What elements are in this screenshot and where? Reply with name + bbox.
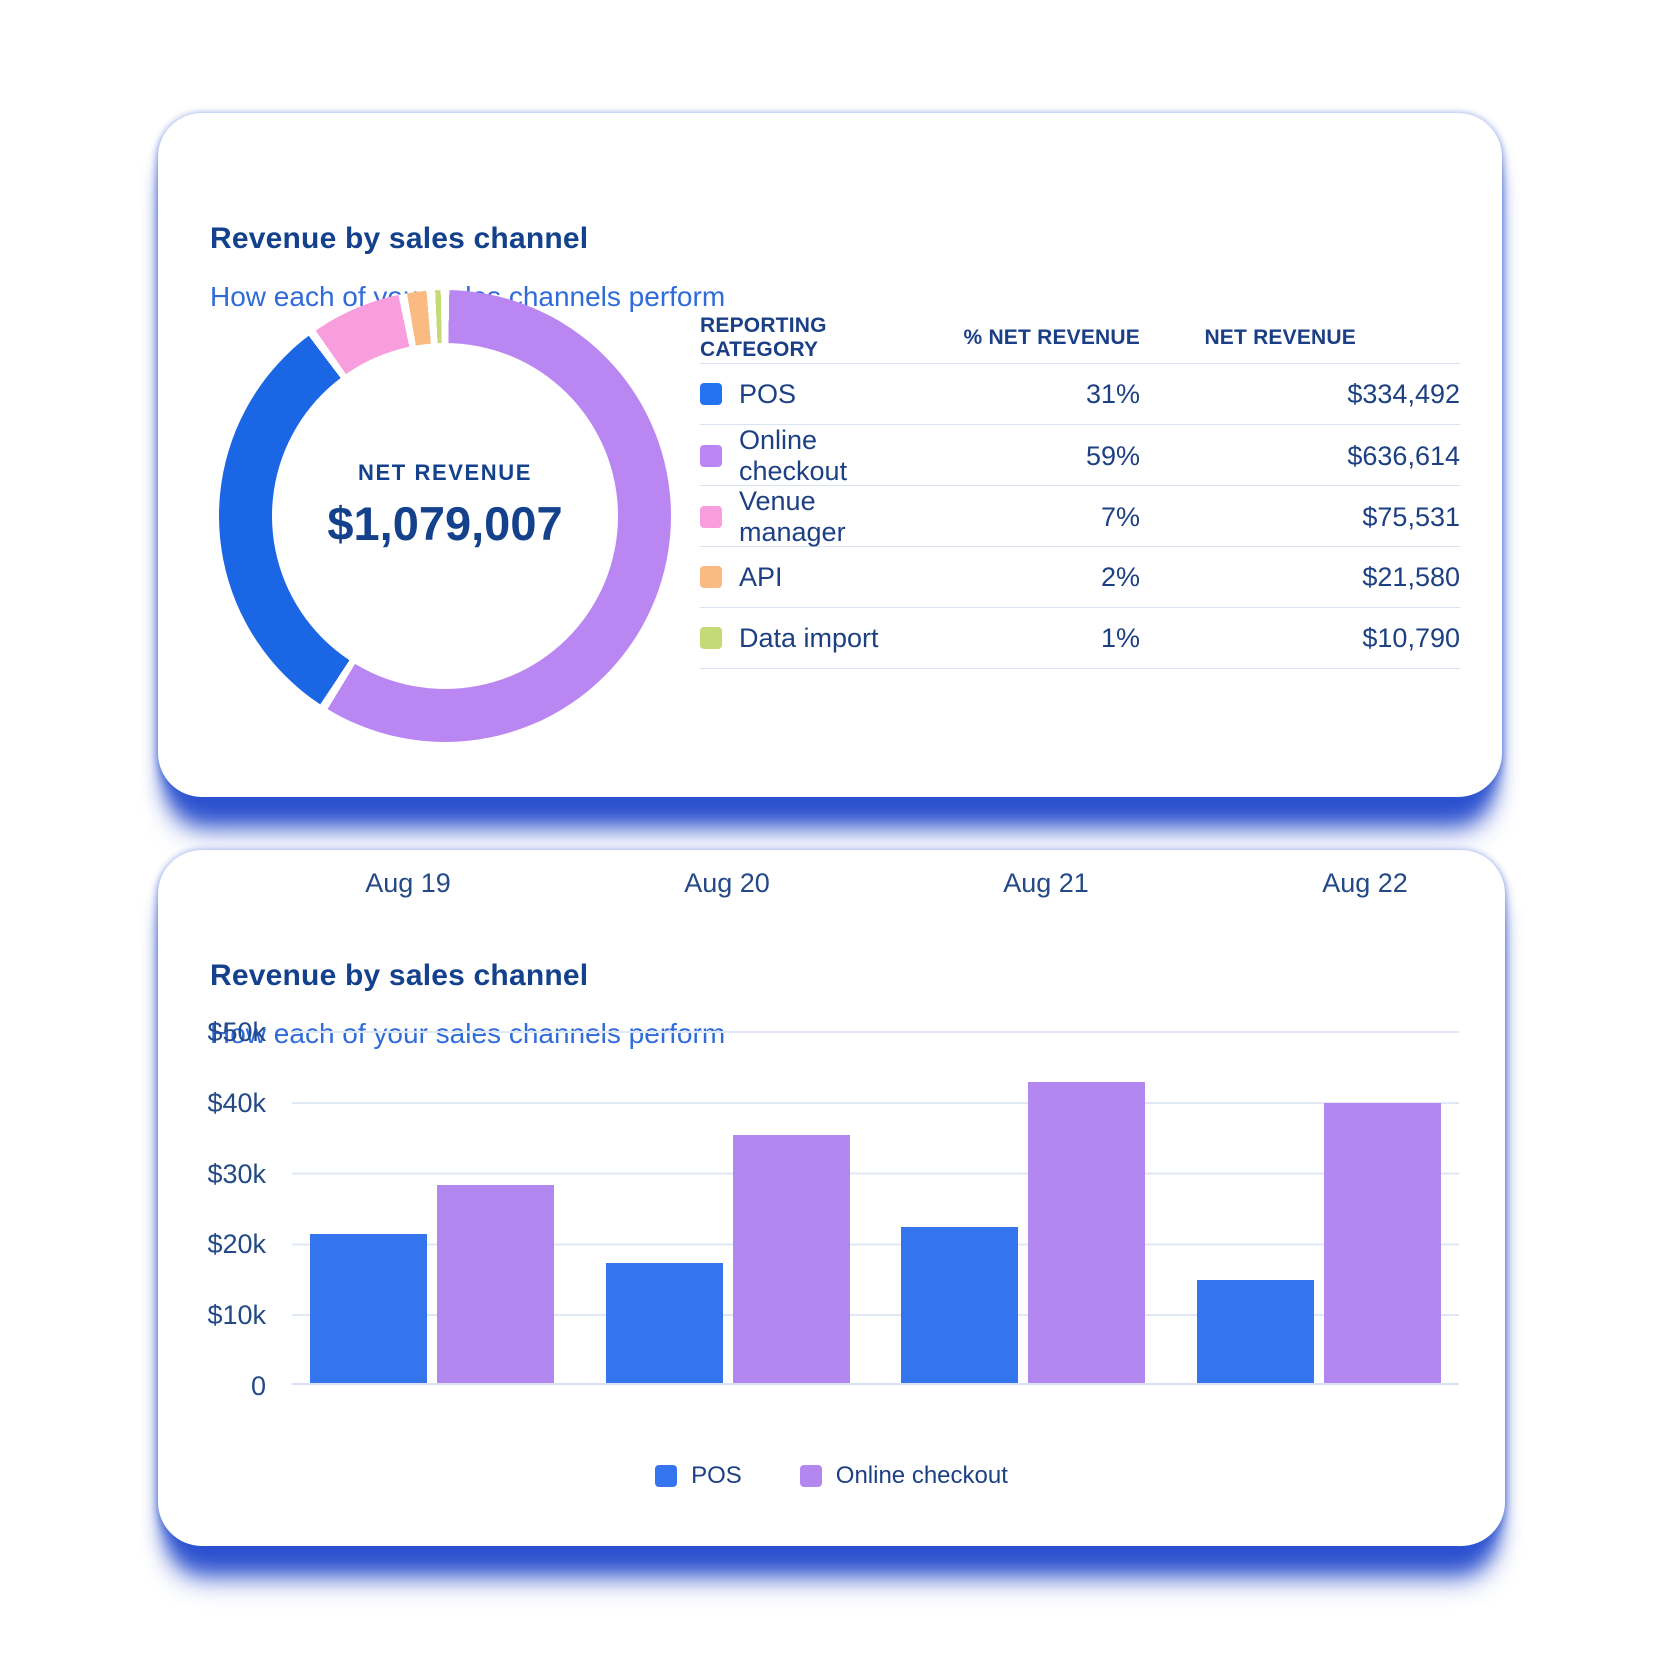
legend-label: POS [691,1462,742,1489]
y-tick: $30k [207,1158,266,1189]
y-tick: $50k [207,1017,266,1047]
row-value: $636,614 [1347,440,1460,471]
header-pct-net-revenue: % NET REVENUE [963,326,1140,349]
revenue-table: REPORTING CATEGORY % NET REVENUE NET REV… [700,313,1460,669]
y-tick: $20k [207,1229,266,1260]
table-row: Data import 1% $10,790 [700,608,1460,669]
table-row: Venue manager 7% $75,531 [700,486,1460,547]
card-title: Revenue by sales channel [210,958,589,992]
data-import-color-swatch [700,627,722,649]
row-value: $10,790 [1362,622,1460,653]
x-label: Aug 20 [684,868,770,898]
bar-plot [292,1031,1459,1385]
row-pct: 7% [1100,501,1140,532]
row-pct: 2% [1100,561,1140,592]
venue-manager-color-swatch [700,506,722,528]
table-row: API 2% $21,580 [700,547,1460,608]
row-label: Online checkout [739,425,848,486]
pos-color-swatch [700,383,722,405]
row-pct: 59% [1085,440,1140,471]
legend-item-pos[interactable]: POS [655,1462,742,1490]
pos-legend-swatch [655,1465,678,1487]
bar-chart: $50k $40k $30k $20k $10k 0 [182,1017,1459,1401]
bar-group-aug-19 [310,1185,554,1383]
bar-pos [1196,1280,1314,1383]
donut-center: NET REVENUE $1,079,007 [219,279,671,731]
legend-item-online-checkout[interactable]: Online checkout [799,1462,1008,1490]
online-checkout-color-swatch [700,445,722,467]
row-label: Data import [739,622,879,653]
bar-online-checkout [1323,1103,1441,1383]
row-label: POS [739,378,797,409]
bar-pos [310,1234,427,1383]
y-tick: 0 [250,1371,266,1401]
donut-center-label: NET REVENUE [357,459,533,485]
table-header-row: REPORTING CATEGORY % NET REVENUE NET REV… [700,313,1460,364]
y-tick: $40k [207,1087,266,1118]
x-label: Aug 21 [1003,868,1089,898]
row-label: Venue manager [739,486,846,547]
revenue-bars-card: Revenue by sales channel How each of you… [158,850,1505,1546]
row-value: $334,492 [1347,378,1460,409]
bar-pos [605,1263,723,1383]
row-pct: 1% [1100,622,1140,653]
bar-online-checkout [1028,1082,1146,1383]
bar-online-checkout [732,1135,850,1383]
row-value: $75,531 [1362,501,1460,532]
y-axis: $50k $40k $30k $20k $10k 0 [182,1017,292,1401]
legend-label: Online checkout [835,1462,1008,1489]
table-row: POS 31% $334,492 [700,364,1460,425]
bar-pos [901,1227,1019,1383]
table-row: Online checkout 59% $636,614 [700,425,1460,486]
row-pct: 31% [1085,378,1140,409]
x-axis-labels: Aug 19 Aug 20 Aug 21 Aug 22 [268,868,1505,899]
header-reporting-category: REPORTING CATEGORY [700,314,827,361]
bar-group-aug-21 [901,1082,1146,1383]
y-tick: $10k [207,1300,266,1331]
bar-group-aug-22 [1196,1103,1441,1383]
api-color-swatch [700,566,722,588]
revenue-donut-card: Revenue by sales channel How each of you… [158,113,1502,797]
online-checkout-legend-swatch [799,1465,822,1487]
bar-online-checkout [437,1185,554,1383]
row-value: $21,580 [1362,561,1460,592]
row-label: API [739,561,783,592]
x-label: Aug 19 [365,868,451,898]
donut-center-value: $1,079,007 [327,496,563,550]
card-title: Revenue by sales channel [210,221,589,255]
donut-chart: NET REVENUE $1,079,007 [219,290,671,742]
chart-legend: POS Online checkout [158,1462,1505,1490]
header-net-revenue: NET REVENUE [1204,326,1356,349]
bar-group-aug-20 [605,1135,850,1383]
x-label: Aug 22 [1322,868,1408,898]
